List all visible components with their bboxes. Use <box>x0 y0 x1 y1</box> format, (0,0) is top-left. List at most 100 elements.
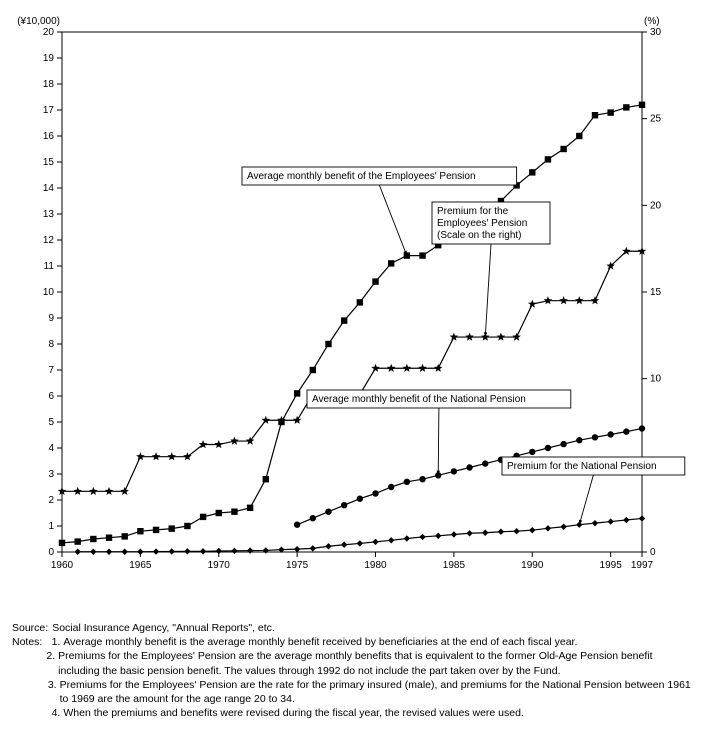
marker-diamond <box>592 520 598 526</box>
marker-diamond <box>153 548 159 554</box>
ytick-right-label: 15 <box>650 287 662 298</box>
marker-square <box>216 510 222 516</box>
marker-square <box>623 104 629 110</box>
ytick-left-label: 5 <box>48 417 54 428</box>
marker-diamond <box>122 549 128 555</box>
marker-star <box>136 452 145 460</box>
marker-square <box>560 146 566 152</box>
marker-circle <box>451 468 457 474</box>
ytick-right-label: 30 <box>650 27 662 38</box>
ytick-left-label: 17 <box>43 105 55 116</box>
ytick-left-label: 2 <box>48 495 54 506</box>
marker-square <box>357 299 363 305</box>
series-line-nat_premium <box>78 518 642 551</box>
marker-square <box>341 317 347 323</box>
series-line-nat_benefit <box>297 429 642 525</box>
series-line-emp_premium <box>62 251 642 491</box>
marker-diamond <box>310 545 316 551</box>
xtick-label: 1960 <box>51 560 74 571</box>
callout-text: (Scale on the right) <box>437 230 522 241</box>
marker-circle <box>388 484 394 490</box>
marker-star <box>152 452 161 460</box>
callout-text: Average monthly benefit of the National … <box>312 394 526 405</box>
xtick-label: 1965 <box>129 560 152 571</box>
marker-circle <box>639 425 645 431</box>
marker-star <box>387 364 396 372</box>
marker-diamond <box>137 549 143 555</box>
marker-circle <box>310 515 316 521</box>
marker-star <box>293 416 302 424</box>
marker-star <box>559 296 568 304</box>
callout-text: Premium for the <box>437 206 509 217</box>
marker-diamond <box>623 517 629 523</box>
marker-star <box>73 487 82 495</box>
marker-square <box>607 109 613 115</box>
marker-diamond <box>325 543 331 549</box>
marker-circle <box>545 445 551 451</box>
marker-star <box>575 296 584 304</box>
ytick-left-label: 14 <box>43 183 55 194</box>
ytick-left-label: 19 <box>43 53 55 64</box>
marker-diamond <box>263 547 269 553</box>
marker-star <box>167 452 176 460</box>
marker-square <box>184 523 190 529</box>
marker-diamond <box>607 518 613 524</box>
marker-square <box>263 476 269 482</box>
marker-diamond <box>357 540 363 546</box>
marker-diamond <box>216 548 222 554</box>
marker-square <box>247 505 253 511</box>
marker-diamond <box>513 528 519 534</box>
marker-circle <box>576 437 582 443</box>
callout-text: Average monthly benefit of the Employees… <box>247 171 476 182</box>
marker-diamond <box>498 529 504 535</box>
marker-diamond <box>404 535 410 541</box>
xtick-label: 1980 <box>364 560 387 571</box>
marker-diamond <box>90 549 96 555</box>
callout-leader <box>579 475 593 525</box>
xtick-label: 1975 <box>286 560 309 571</box>
marker-diamond <box>294 546 300 552</box>
ytick-left-label: 11 <box>44 261 55 272</box>
marker-star <box>230 437 239 445</box>
marker-circle <box>294 522 300 528</box>
ytick-left-label: 12 <box>43 235 55 246</box>
marker-square <box>372 278 378 284</box>
marker-star <box>403 364 412 372</box>
ytick-right-label: 0 <box>650 547 656 558</box>
marker-square <box>137 528 143 534</box>
marker-square <box>592 112 598 118</box>
marker-circle <box>529 449 535 455</box>
note-text: Premiums for the Employees' Pension are … <box>58 649 696 677</box>
ytick-left-label: 6 <box>48 391 54 402</box>
note-number: 2. <box>46 649 58 677</box>
ytick-left-label: 7 <box>48 365 54 376</box>
marker-square <box>74 538 80 544</box>
left-axis-label: (¥10,000) <box>17 16 60 27</box>
marker-circle <box>607 431 613 437</box>
marker-diamond <box>560 524 566 530</box>
marker-star <box>105 487 114 495</box>
ytick-left-label: 13 <box>43 209 55 220</box>
marker-square <box>419 252 425 258</box>
marker-diamond <box>529 527 535 533</box>
marker-star <box>512 333 521 341</box>
marker-diamond <box>466 530 472 536</box>
ytick-left-label: 0 <box>48 547 54 558</box>
right-axis-label: (%) <box>644 16 660 27</box>
marker-circle <box>560 441 566 447</box>
marker-star <box>214 440 223 448</box>
note-number: 1. <box>46 635 63 649</box>
marker-diamond <box>435 533 441 539</box>
marker-diamond <box>169 548 175 554</box>
callout-leader <box>438 408 439 475</box>
callout-leader <box>485 244 491 337</box>
marker-square <box>529 169 535 175</box>
marker-diamond <box>200 548 206 554</box>
marker-diamond <box>247 547 253 553</box>
marker-star <box>434 364 443 372</box>
marker-square <box>325 341 331 347</box>
marker-diamond <box>419 534 425 540</box>
marker-circle <box>482 460 488 466</box>
note-text: Premiums for the Employees' Pension are … <box>60 678 696 706</box>
chart-footer: Source: Social Insurance Agency, "Annual… <box>12 621 696 720</box>
